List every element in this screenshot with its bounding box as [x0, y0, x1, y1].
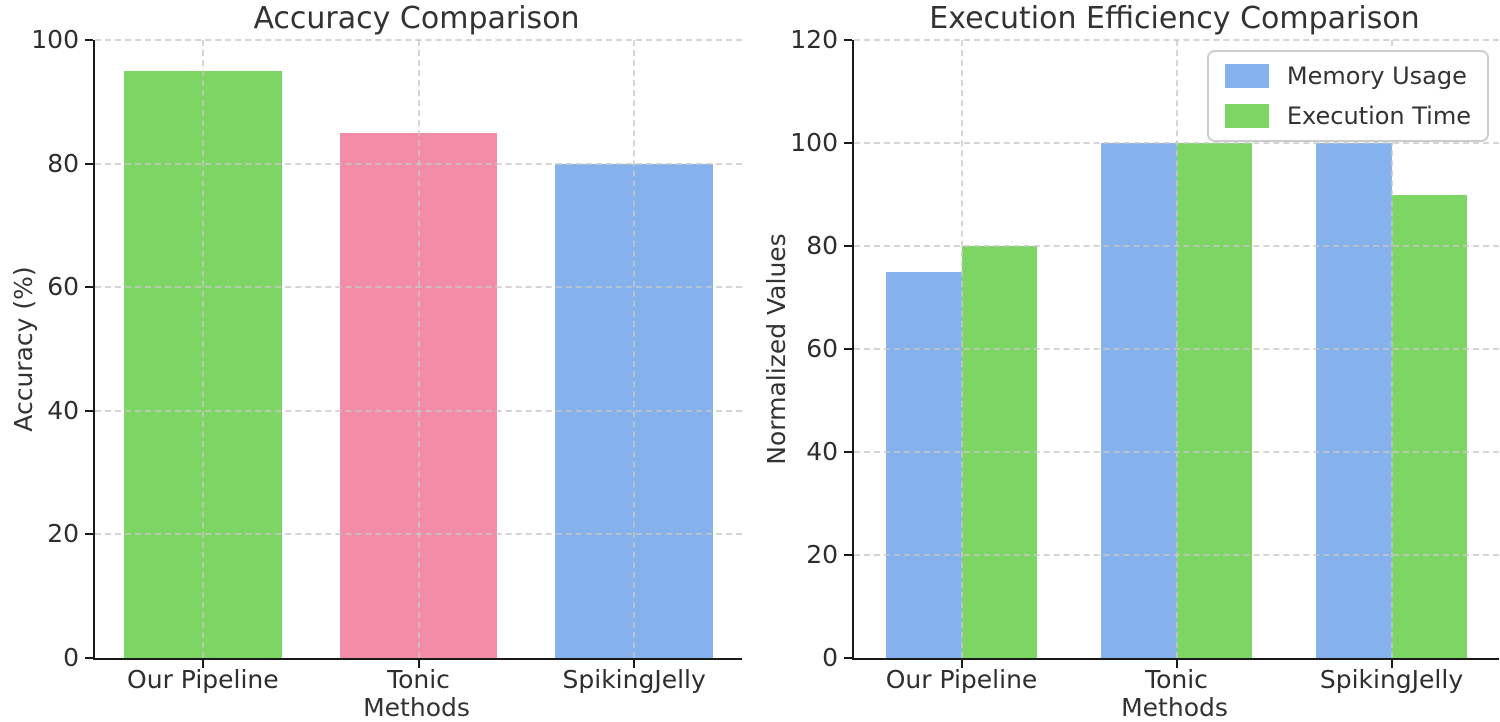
y-tick-mark [844, 451, 852, 453]
y-tick-mark [85, 409, 93, 412]
bar-memory-usage-tonic [1101, 143, 1177, 658]
y-tick-mark [844, 554, 852, 556]
y-tick-label: 40 [47, 395, 79, 425]
x-tick-label-spikingjelly: SpikingJelly [562, 665, 706, 694]
bar-execution-time-spikingjelly [1391, 194, 1467, 658]
y-tick-label: 0 [822, 643, 838, 672]
x-tick-mark [1390, 660, 1393, 668]
bar-execution-time-tonic [1176, 143, 1252, 658]
gridline-x-tonic [417, 40, 420, 658]
y-tick-label: 120 [790, 25, 838, 54]
gridline-x-tonic [1175, 40, 1178, 658]
x-tick-label-tonic: Tonic [1145, 665, 1208, 694]
x-tick-label-our-pipeline: Our Pipeline [885, 665, 1038, 694]
memory-usage-swatch [1224, 64, 1269, 88]
bar-memory-usage-spikingjelly [1316, 143, 1392, 658]
gridline-x-our-pipeline [201, 40, 204, 658]
y-tick-label: 20 [47, 519, 79, 549]
y-tick-mark [85, 533, 93, 536]
y-tick-mark [844, 348, 852, 350]
x-tick-mark [960, 660, 963, 668]
bar-memory-usage-our-pipeline [886, 271, 962, 658]
legend-item-memory-usage: Memory Usage [1224, 62, 1471, 90]
y-tick-label: 80 [47, 148, 79, 178]
legend-label-memory-usage: Memory Usage [1286, 62, 1467, 90]
accuracy-chart-title: Accuracy Comparison [253, 1, 580, 36]
y-tick-mark [85, 39, 93, 41]
y-tick-label: 40 [806, 437, 838, 466]
y-tick-mark [844, 657, 852, 659]
efficiency-x-axis-label: Methods [1121, 693, 1228, 722]
y-tick-label: 100 [31, 25, 79, 54]
gridline-x-spikingjelly [1390, 40, 1393, 658]
execution-time-swatch [1224, 104, 1269, 128]
x-tick-mark [417, 660, 420, 668]
accuracy-plot-area: 0 20 40 60 80 100 Our Pipeline Tonic SpikingJell… [31, 25, 742, 694]
legend: Memory Usage Execution Time [1206, 50, 1489, 142]
x-tick-label-tonic: Tonic [387, 665, 450, 694]
y-tick-mark [844, 245, 852, 247]
y-tick-label: 80 [806, 231, 838, 260]
x-tick-mark [1175, 660, 1178, 668]
x-tick-mark [633, 660, 636, 668]
efficiency-plot-area: 0 20 40 60 80 100 120 Our Pipeline Tonic SpikingJ… [790, 25, 1499, 694]
gridline-x-our-pipeline [960, 40, 963, 658]
accuracy-x-axis-label: Methods [363, 693, 470, 722]
accuracy-y-axis-label: Accuracy (%) [9, 266, 38, 432]
y-tick-label: 60 [806, 334, 838, 363]
y-tick-mark [844, 39, 852, 41]
y-tick-label: 20 [806, 540, 838, 569]
legend-label-execution-time: Execution Time [1286, 102, 1471, 130]
y-tick-label: 100 [790, 128, 838, 157]
gridline-x-spikingjelly [633, 40, 636, 658]
x-tick-label-our-pipeline: Our Pipeline [127, 665, 279, 694]
y-tick-mark [85, 657, 93, 659]
legend-item-execution-time: Execution Time [1224, 102, 1471, 130]
x-tick-label-spikingjelly: SpikingJelly [1319, 665, 1464, 694]
y-tick-label: 0 [63, 643, 79, 672]
y-tick-mark [85, 162, 93, 165]
y-tick-mark [85, 286, 93, 289]
y-tick-label: 60 [47, 272, 79, 302]
x-tick-mark [201, 660, 204, 668]
y-tick-mark [844, 142, 852, 144]
efficiency-chart-title: Execution Efficiency Comparison [929, 1, 1420, 36]
